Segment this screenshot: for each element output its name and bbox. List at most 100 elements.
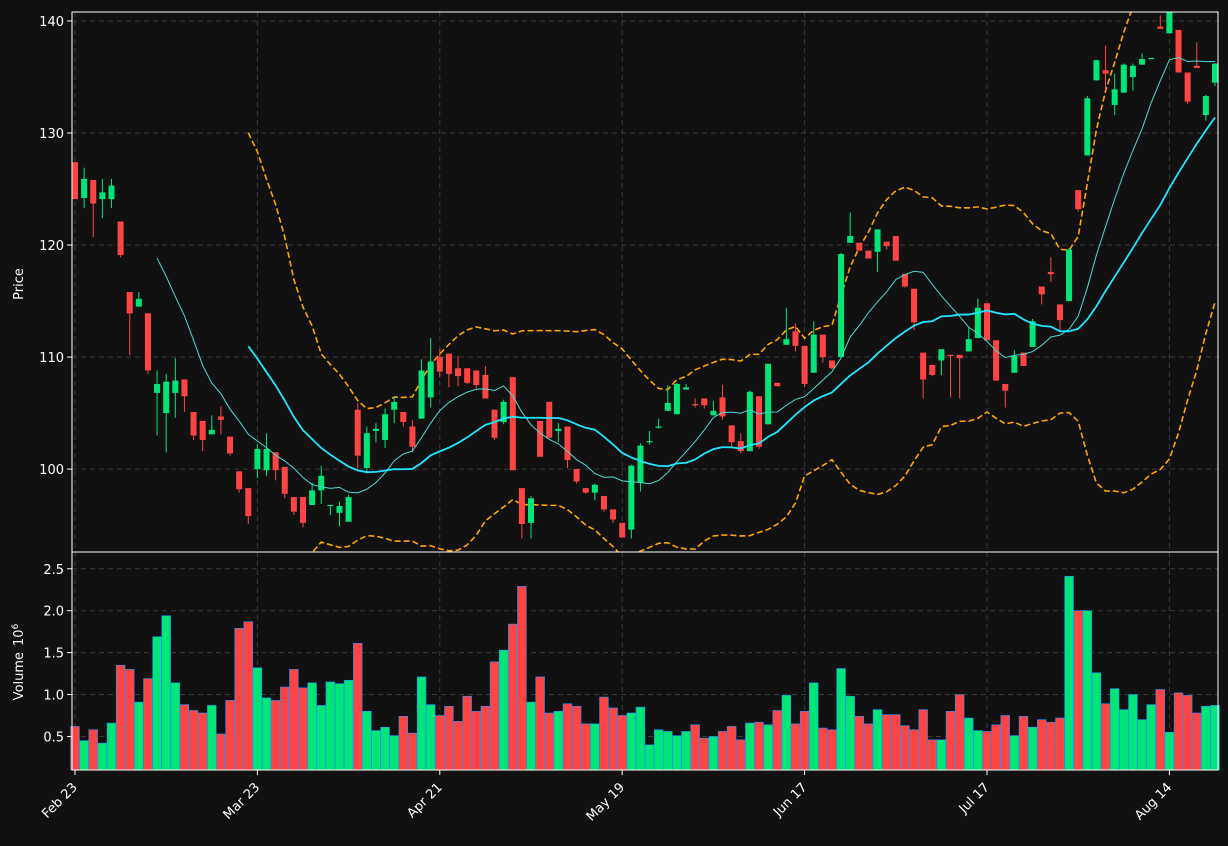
volume-bar bbox=[1046, 721, 1056, 771]
volume-bar bbox=[1137, 719, 1147, 771]
volume-bar bbox=[1119, 709, 1129, 771]
volume-bar bbox=[407, 732, 418, 771]
candle-body bbox=[290, 497, 297, 512]
volume-tick-label: 1.5 bbox=[43, 647, 64, 662]
price-tick-label: 120 bbox=[39, 239, 64, 254]
volume-bar bbox=[1037, 719, 1047, 771]
candle-body bbox=[354, 409, 361, 456]
candle-body bbox=[883, 241, 890, 247]
volume-bar bbox=[161, 615, 171, 771]
volume-bar bbox=[827, 729, 837, 771]
volume-bar bbox=[781, 695, 792, 771]
candle-body bbox=[974, 307, 981, 339]
candle-body bbox=[190, 411, 197, 436]
volume-bar bbox=[1155, 689, 1165, 771]
price-tick-label: 110 bbox=[39, 351, 64, 366]
volume-bar bbox=[1164, 731, 1175, 771]
candlesticks bbox=[72, 12, 1218, 539]
candle-body bbox=[564, 426, 571, 461]
candle-body bbox=[473, 370, 480, 386]
volume-bar bbox=[1082, 610, 1093, 771]
volume-bar bbox=[389, 735, 399, 771]
candle-body bbox=[1120, 64, 1127, 93]
candle-body bbox=[318, 475, 325, 491]
volume-bar bbox=[726, 726, 737, 771]
volume-tick-label: 2.5 bbox=[43, 563, 64, 578]
candle-body bbox=[1148, 57, 1155, 60]
candle-body bbox=[956, 354, 963, 359]
candle-body bbox=[372, 428, 379, 432]
candle-body bbox=[655, 426, 662, 428]
volume-bar bbox=[1192, 712, 1202, 771]
candle-body bbox=[728, 425, 735, 443]
volume-bar bbox=[863, 723, 874, 771]
volume-bar bbox=[1091, 672, 1102, 771]
bollinger-upper-band bbox=[247, 12, 1132, 410]
candle-body bbox=[920, 352, 927, 380]
volume-axis-label: Volume 106 bbox=[11, 623, 27, 700]
volume-bar bbox=[453, 721, 463, 771]
volume-bar bbox=[964, 717, 974, 771]
candle-body bbox=[692, 404, 699, 406]
volume-bar bbox=[590, 723, 600, 771]
candle-body bbox=[482, 374, 489, 399]
volume-bar bbox=[754, 721, 764, 771]
volume-bar bbox=[799, 711, 810, 771]
volume-bar bbox=[1128, 694, 1138, 771]
candle-body bbox=[500, 401, 507, 423]
candle-body bbox=[427, 361, 434, 398]
candle-body bbox=[336, 506, 343, 513]
candle-body bbox=[947, 354, 954, 357]
candle-body bbox=[208, 429, 215, 435]
candle-body bbox=[1002, 383, 1009, 391]
volume-bar bbox=[790, 723, 801, 771]
candle-body bbox=[874, 229, 881, 252]
volume-bar bbox=[690, 724, 700, 771]
candle-body bbox=[281, 466, 288, 494]
moving-average-slow bbox=[247, 116, 1216, 474]
volume-bar bbox=[626, 712, 637, 771]
volume-panel-frame bbox=[71, 551, 1219, 771]
volume-bar bbox=[581, 723, 591, 771]
volume-bar bbox=[325, 681, 336, 771]
volume-bar bbox=[608, 707, 618, 771]
candle-body bbox=[819, 334, 826, 358]
candle-body bbox=[591, 484, 598, 493]
volume-bar bbox=[197, 712, 208, 771]
candle-body bbox=[1139, 59, 1146, 65]
volume-bar bbox=[681, 731, 691, 771]
candle-body bbox=[646, 441, 653, 443]
volume-bar bbox=[571, 705, 582, 771]
volume-bar bbox=[1027, 726, 1038, 771]
candle-body bbox=[856, 242, 863, 251]
volume-bar bbox=[1109, 688, 1120, 771]
candle-body bbox=[1193, 65, 1200, 69]
volume-bar bbox=[599, 696, 609, 771]
volume-bar bbox=[134, 701, 144, 771]
volume-label-base: 10 bbox=[12, 629, 27, 646]
volume-bar bbox=[644, 744, 655, 771]
volume-bar bbox=[115, 664, 126, 771]
volume-bar bbox=[343, 679, 354, 771]
candle-body bbox=[746, 391, 753, 452]
candle-body bbox=[1056, 304, 1063, 321]
volume-tick-label: 0.5 bbox=[43, 730, 64, 745]
volume-bar bbox=[836, 668, 846, 771]
volume-bar bbox=[872, 709, 883, 771]
volume-bar bbox=[398, 716, 409, 771]
volume-bar bbox=[1100, 703, 1111, 771]
volume-bar bbox=[544, 712, 554, 771]
candle-body bbox=[418, 370, 425, 419]
volume-bar bbox=[1055, 717, 1065, 771]
candle-body bbox=[126, 292, 133, 314]
volume-bar bbox=[261, 697, 272, 771]
candle-body bbox=[436, 357, 443, 372]
volume-bar bbox=[380, 726, 390, 771]
volume-bar bbox=[982, 731, 992, 771]
candle-body bbox=[363, 433, 370, 468]
candle-body bbox=[1184, 72, 1191, 102]
candle-body bbox=[81, 178, 88, 198]
candle-body bbox=[1102, 70, 1109, 74]
volume-bar bbox=[143, 678, 153, 771]
